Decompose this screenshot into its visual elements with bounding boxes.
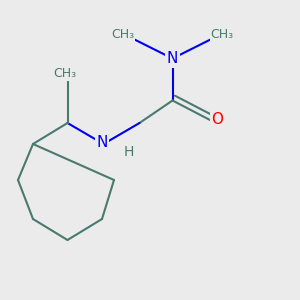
Text: N: N — [96, 135, 108, 150]
Text: N: N — [167, 51, 178, 66]
Text: CH₃: CH₃ — [111, 28, 135, 41]
Text: O: O — [212, 112, 224, 128]
Text: CH₃: CH₃ — [210, 28, 234, 41]
Text: H: H — [124, 145, 134, 158]
Text: CH₃: CH₃ — [53, 67, 76, 80]
